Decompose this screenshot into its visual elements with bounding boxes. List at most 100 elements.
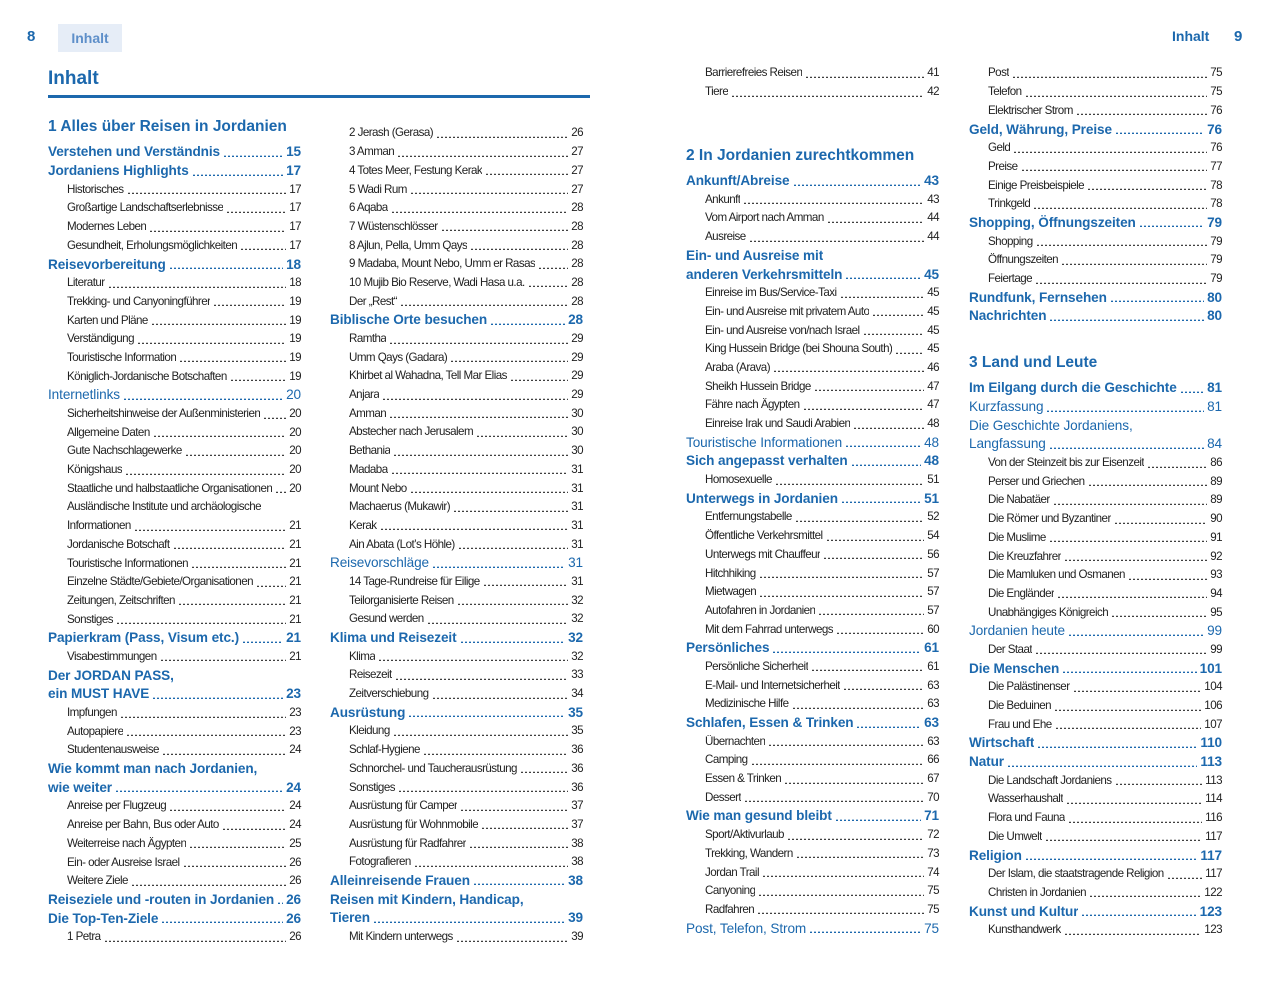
- dot-leader: [1062, 663, 1197, 674]
- dot-leader: [422, 744, 569, 755]
- toc-entry: Anreise per Flugzeug 24: [48, 797, 302, 816]
- entry-title: Touristische Informationen: [67, 556, 189, 570]
- toc-section-entry: Wie kommt man nach Jordanien,: [48, 759, 301, 778]
- toc-section-entry: ein MUST HAVE 23: [48, 685, 301, 704]
- toc-entry: Historisches 17: [48, 180, 302, 199]
- entry-title: Entfernungstabelle: [705, 510, 792, 524]
- entry-title: Königshaus: [67, 463, 123, 477]
- entry-title: Religion: [969, 847, 1022, 863]
- dot-leader: [1013, 142, 1208, 153]
- entry-title: Gesund werden: [349, 612, 424, 626]
- toc-entry: 1 Petra 26: [48, 927, 302, 946]
- entry-title: Mit Kindern unterwegs: [349, 930, 453, 943]
- toc-section-entry: Alleinreisende Frauen 38: [330, 871, 583, 890]
- toc-entry: Amman 30: [330, 404, 584, 423]
- entry-title: Übernachten: [705, 734, 766, 748]
- entry-title: Persönliches: [686, 640, 770, 656]
- page-reference: 110: [1200, 735, 1222, 751]
- dot-leader: [408, 707, 566, 718]
- dot-leader: [1166, 868, 1203, 879]
- dot-leader: [1020, 161, 1208, 172]
- page-reference: 27: [571, 163, 583, 177]
- toc-entry: Ain Abata (Lot’s Höhle) 31: [330, 535, 584, 554]
- toc-entry: Ausländische Institute und archäologisch…: [48, 498, 301, 517]
- page-reference: 36: [571, 761, 583, 775]
- page-reference: 20: [289, 407, 301, 421]
- entry-title: Klima und Reisezeit: [330, 630, 457, 645]
- toc-entry: Fähre nach Ägypten 47: [686, 396, 940, 415]
- toc-section-entry: Ankunft/Abreise 43: [686, 171, 939, 190]
- page-reference: 78: [1210, 197, 1222, 211]
- toc-section-entry: Der JORDAN PASS,: [48, 666, 301, 685]
- entry-title: Unabhängiges Königreich: [988, 605, 1109, 619]
- page-reference: 51: [927, 473, 939, 487]
- toc-section-entry: Jordaniens Highlights 17: [48, 161, 301, 180]
- dot-leader: [813, 381, 925, 392]
- dot-leader: [436, 127, 569, 138]
- entry-title: Tieren: [330, 910, 370, 926]
- toc-entry: Trekking, Wandern 73: [686, 844, 940, 863]
- toc-entry: Anjara 29: [330, 385, 584, 404]
- entry-title: Der „Rest“: [349, 294, 397, 308]
- dot-leader: [809, 923, 922, 934]
- page-reference: 26: [289, 874, 301, 888]
- entry-title: Jordaniens Highlights: [48, 163, 189, 179]
- dot-leader: [256, 576, 287, 587]
- page-reference: 99: [1210, 642, 1222, 656]
- entry-title: Wasserhaushalt: [988, 792, 1063, 806]
- toc-section-entry: Wirtschaft 110: [969, 734, 1222, 753]
- dot-leader: [152, 688, 284, 699]
- dot-leader: [1114, 124, 1205, 134]
- dot-leader: [184, 445, 287, 456]
- page-reference: 57: [927, 603, 939, 617]
- entry-title: Kerak: [349, 518, 377, 532]
- toc-entry: Barrierefreies Reisen 41: [686, 64, 940, 83]
- page-reference: 41: [927, 66, 939, 80]
- page-reference: 38: [571, 855, 583, 869]
- dot-leader: [840, 493, 922, 504]
- entry-title: Einzelne Städte/Gebiete/Organisationen: [67, 575, 253, 589]
- entry-title: Internetlinks: [48, 387, 120, 403]
- entry-title: Gute Nachschlagewerke: [67, 444, 182, 458]
- entry-title: Großartige Landschaftserlebnisse: [67, 201, 224, 215]
- toc-entry: Persönliche Sicherheit 61: [686, 657, 940, 676]
- page-reference: 15: [286, 144, 301, 160]
- toc-column-1: 1 Alles über Reisen in Jordanien Verstehe…: [48, 118, 302, 947]
- entry-title: Ausrüstung für Camper: [349, 799, 458, 813]
- dot-leader: [772, 642, 922, 653]
- dot-leader: [476, 426, 569, 437]
- toc-entry: 8 Ajlun, Pella, Umm Qays 28: [330, 236, 584, 255]
- dot-leader: [226, 202, 287, 213]
- dot-leader: [1087, 476, 1208, 487]
- toc-entry: Geld 76: [969, 138, 1223, 157]
- page-reference: 48: [927, 417, 939, 431]
- page-reference: 29: [571, 388, 583, 402]
- entry-title: Sonstiges: [349, 780, 395, 794]
- dot-leader: [1052, 494, 1208, 505]
- dot-leader: [836, 624, 925, 635]
- toc-section-entry: Touristische Informationen 48: [686, 433, 939, 452]
- dot-leader: [161, 913, 284, 924]
- dot-leader: [191, 558, 287, 569]
- toc-entry: Trinkgeld 78: [969, 194, 1223, 213]
- page-reference: 36: [571, 780, 583, 794]
- dot-leader: [758, 885, 925, 896]
- entry-title: Alleinreisende Frauen: [330, 872, 470, 888]
- entry-title: ein MUST HAVE: [48, 686, 150, 702]
- page-reference: 37: [571, 817, 583, 831]
- entry-title: Reisezeit: [349, 668, 392, 682]
- page-reference: 63: [927, 734, 939, 748]
- dot-leader: [277, 894, 284, 905]
- page-reference: 35: [571, 724, 583, 738]
- entry-title: Fähre nach Ägypten: [705, 398, 800, 412]
- entry-title: Natur: [969, 754, 1004, 770]
- entry-title: Von der Steinzeit bis zur Eisenzeit: [988, 456, 1145, 470]
- entry-title: Anreise per Flugzeug: [67, 799, 167, 813]
- entry-title: 7 Wüstenschlösser: [349, 219, 438, 233]
- page-reference: 21: [289, 612, 301, 626]
- toc-entry: Sonstiges 36: [330, 778, 584, 797]
- page-reference: 73: [927, 846, 939, 860]
- entry-title: Langfassung: [969, 436, 1046, 452]
- toc-section-entry: Die Menschen 101: [969, 659, 1222, 678]
- entry-title: Der Staat: [988, 642, 1033, 656]
